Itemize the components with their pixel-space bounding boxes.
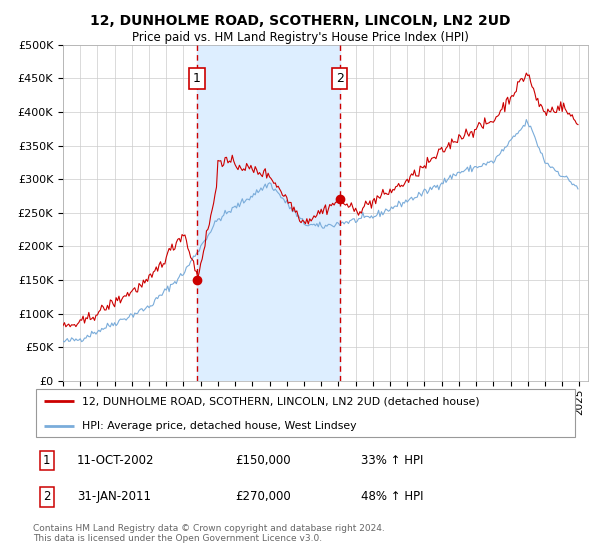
Text: HPI: Average price, detached house, West Lindsey: HPI: Average price, detached house, West… <box>82 421 356 431</box>
Text: 33% ↑ HPI: 33% ↑ HPI <box>361 454 423 467</box>
Bar <box>197 45 340 381</box>
FancyBboxPatch shape <box>36 389 575 437</box>
Text: 48% ↑ HPI: 48% ↑ HPI <box>361 491 423 503</box>
Text: 31-JAN-2011: 31-JAN-2011 <box>77 491 151 503</box>
Text: Contains HM Land Registry data © Crown copyright and database right 2024.
This d: Contains HM Land Registry data © Crown c… <box>33 524 385 543</box>
Text: 1: 1 <box>43 454 50 467</box>
Text: 2: 2 <box>43 491 50 503</box>
Text: £150,000: £150,000 <box>235 454 290 467</box>
Text: 12, DUNHOLME ROAD, SCOTHERN, LINCOLN, LN2 2UD (detached house): 12, DUNHOLME ROAD, SCOTHERN, LINCOLN, LN… <box>82 396 480 407</box>
Text: 1: 1 <box>193 72 201 85</box>
Text: 12, DUNHOLME ROAD, SCOTHERN, LINCOLN, LN2 2UD: 12, DUNHOLME ROAD, SCOTHERN, LINCOLN, LN… <box>90 14 510 28</box>
Text: 11-OCT-2002: 11-OCT-2002 <box>77 454 154 467</box>
Text: 2: 2 <box>336 72 344 85</box>
Text: £270,000: £270,000 <box>235 491 291 503</box>
Text: Price paid vs. HM Land Registry's House Price Index (HPI): Price paid vs. HM Land Registry's House … <box>131 31 469 44</box>
